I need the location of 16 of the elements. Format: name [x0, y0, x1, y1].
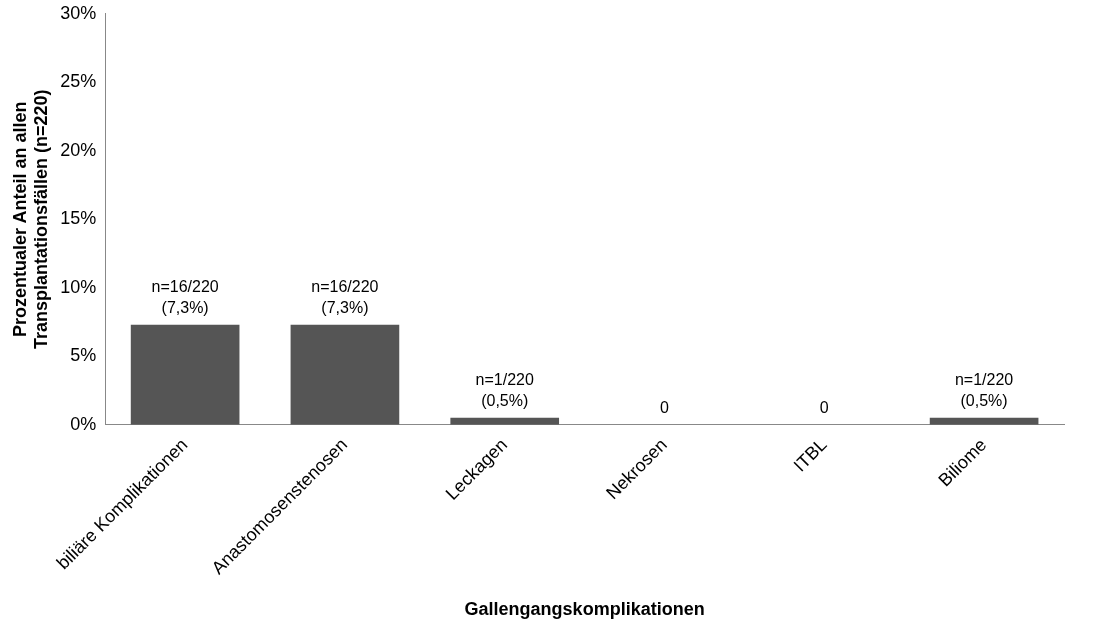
data-label: n=16/220 (7,3%)	[311, 278, 379, 317]
data-label: n=1/220 (0,5%)	[954, 371, 1014, 410]
data-label: n=16/220 (7,3%)	[151, 278, 219, 317]
data-label: 0	[660, 399, 670, 417]
data-label: 0	[819, 399, 829, 417]
y-tick-label: 20%	[60, 139, 97, 160]
x-axis-title: Gallengangskomplikationen	[464, 599, 705, 620]
y-tick-label: 0%	[70, 413, 97, 434]
y-tick-label: 10%	[60, 276, 97, 297]
y-axis-title: Prozentualer Anteil an allen Transplantationsfällen (n=220)	[9, 89, 52, 350]
x-tick-label: ITBL	[789, 434, 831, 476]
y-tick-label: 5%	[70, 345, 97, 366]
data-label: n=1/220 (0,5%)	[475, 371, 534, 410]
y-tick-label: 15%	[60, 208, 97, 229]
y-tick-label: 25%	[60, 71, 97, 92]
y-tick-label: 30%	[60, 2, 97, 23]
